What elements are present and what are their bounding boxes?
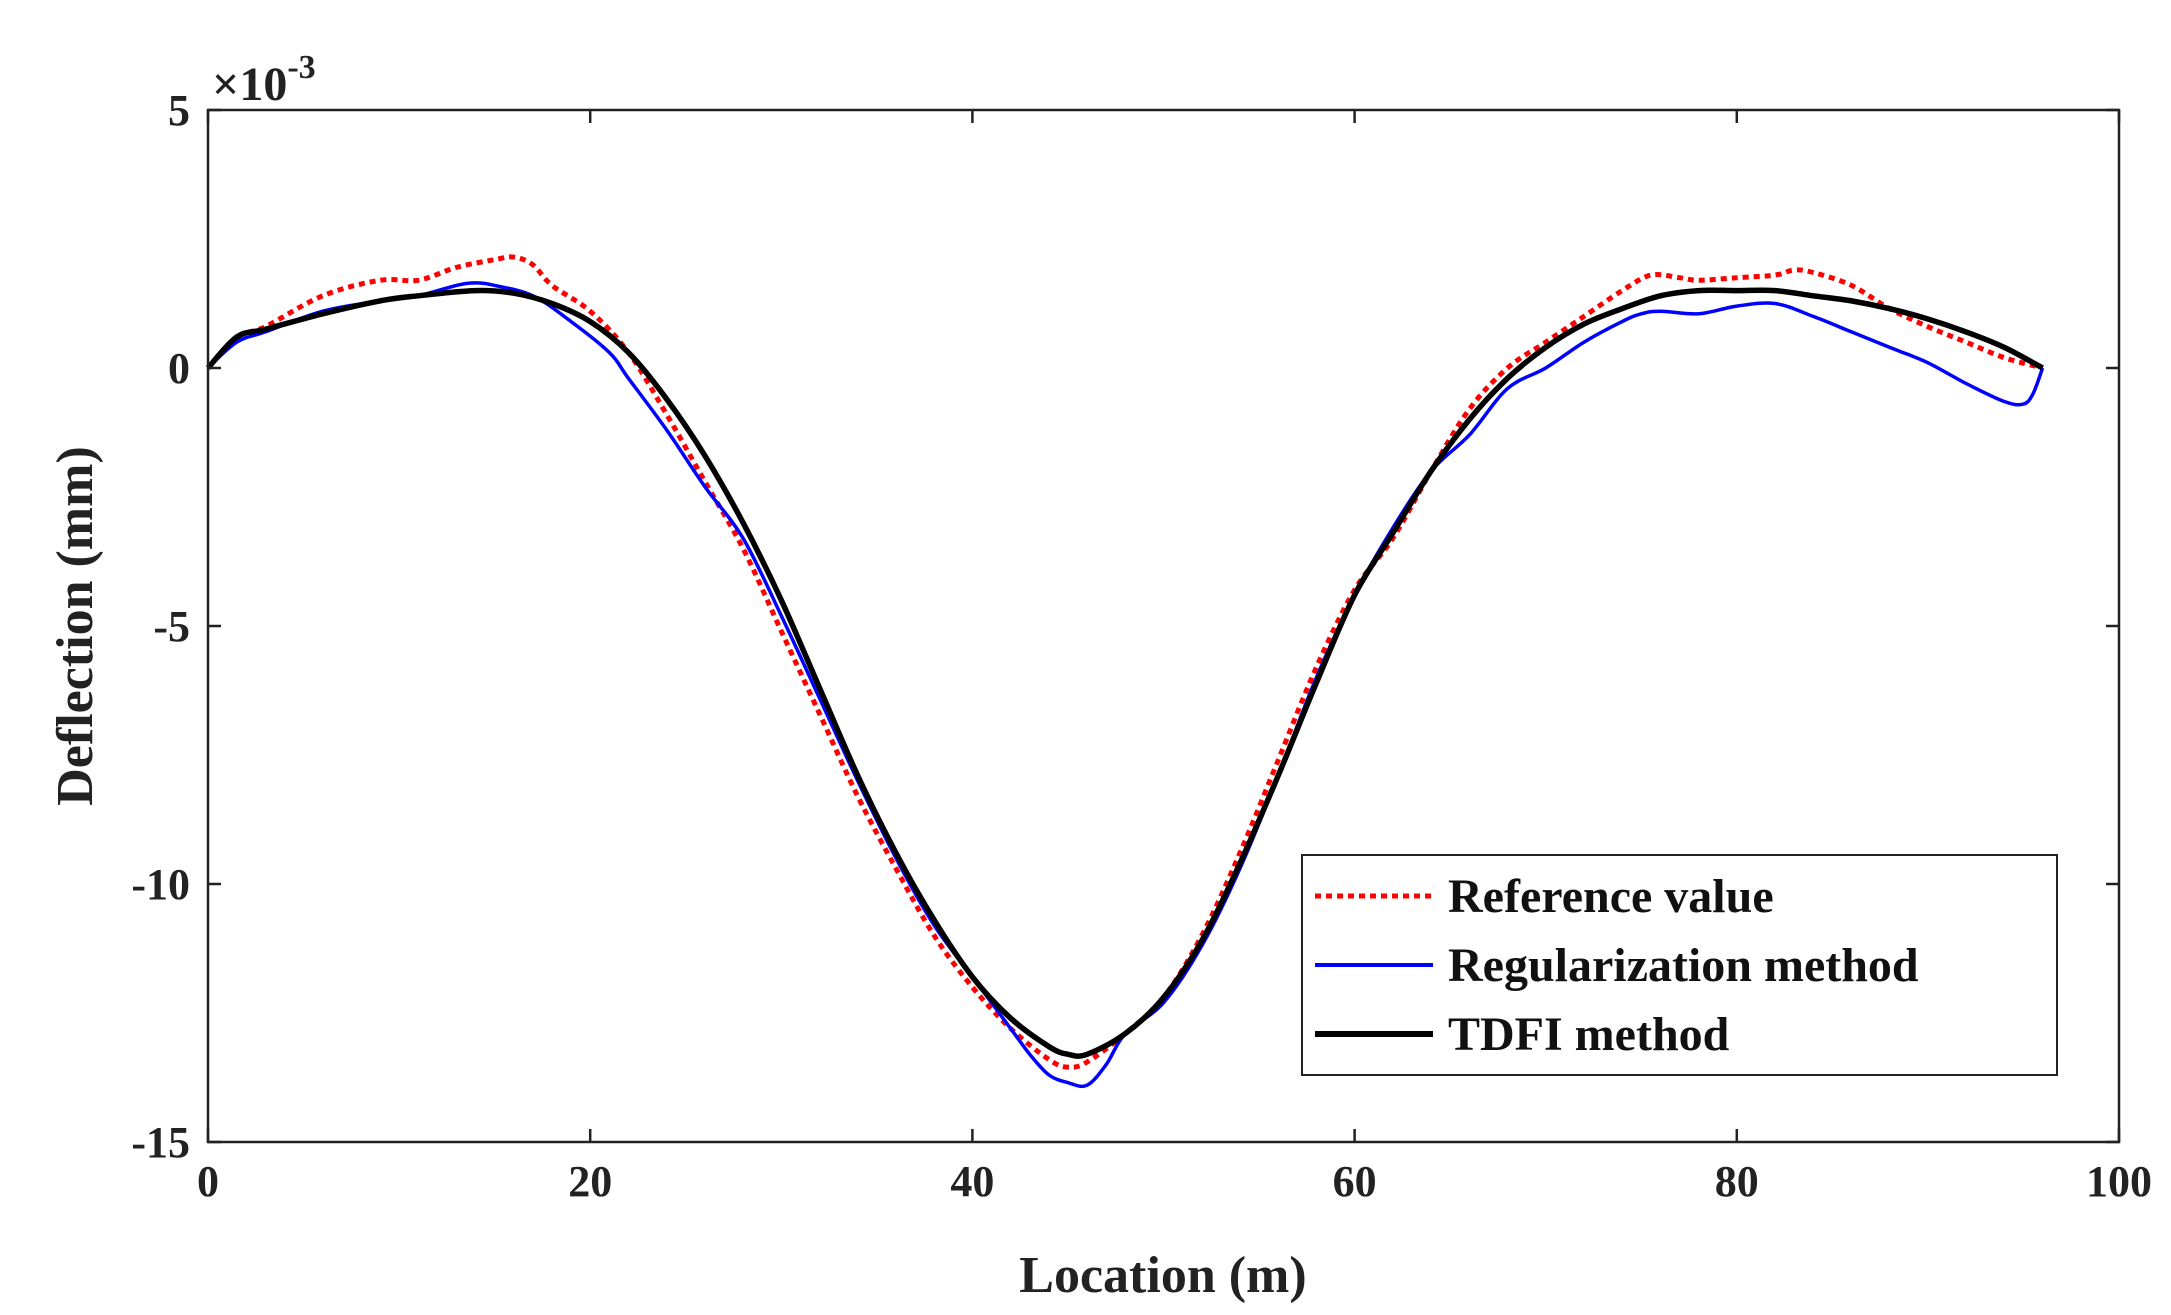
legend: Reference value Regularization method TDFI…: [1301, 854, 2058, 1076]
y-multiplier-prefix: ×10: [212, 58, 287, 111]
y-multiplier-exponent: -3: [287, 49, 315, 86]
y-axis-label: Deflection (mm): [47, 446, 104, 806]
series-line-regularization-method: [206, 281, 2045, 1089]
x-tick-label: 0: [197, 1157, 219, 1206]
x-tick-label: 100: [2086, 1157, 2152, 1206]
tick-labels-layer: 0 20 40 60 80 100 -15 -10 -5 0 5: [131, 86, 2152, 1206]
x-tick-label: 60: [1333, 1157, 1377, 1206]
x-tick-label: 20: [568, 1157, 612, 1206]
y-tick-label: -5: [153, 602, 190, 651]
ticks-layer: [206, 108, 2121, 1144]
legend-label-regularization-method: Regularization method: [1448, 939, 1919, 992]
legend-label-tdfi-method: TDFI method: [1448, 1008, 1730, 1061]
legend-label-reference-value: Reference value: [1448, 870, 1774, 923]
x-axis-label: Location (m): [1019, 1247, 1306, 1304]
y-tick-label: 5: [168, 86, 190, 135]
series-line-reference-value: [206, 254, 2044, 1070]
series-line-tdfi-method: [205, 287, 2044, 1059]
y-tick-label: 0: [168, 344, 190, 393]
y-tick-label: -10: [131, 860, 190, 909]
x-tick-label: 40: [950, 1157, 994, 1206]
y-multiplier: ×10-3: [212, 49, 316, 111]
legend-entries: Reference value Regularization method TDFI…: [1315, 870, 1919, 1061]
series-layer: [205, 254, 2045, 1089]
y-tick-label: -15: [131, 1118, 190, 1167]
x-tick-label: 80: [1715, 1157, 1759, 1206]
